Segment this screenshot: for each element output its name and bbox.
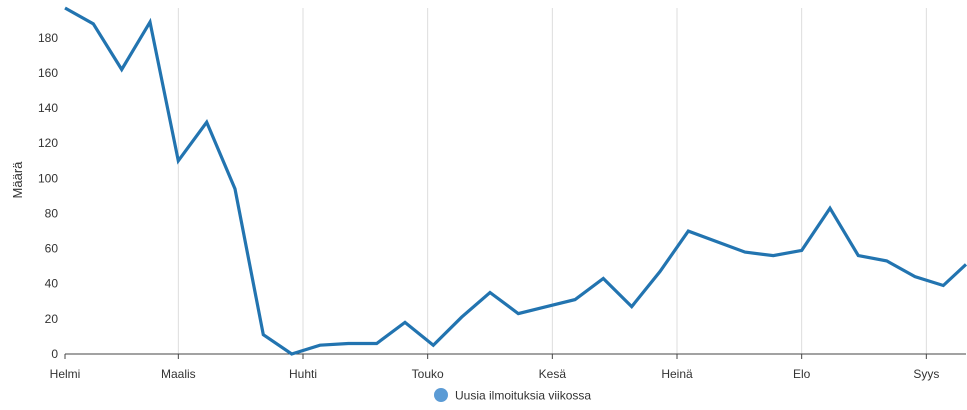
- x-tick-label: Syys: [913, 367, 939, 381]
- y-tick-label: 120: [38, 136, 58, 150]
- grid-layer: [177, 8, 927, 354]
- x-tick-label: Huhti: [289, 367, 317, 381]
- series-line: [64, 6, 967, 356]
- x-tick-label: Touko: [412, 367, 444, 381]
- legend-label: Uusia ilmoituksia viikossa: [455, 389, 591, 403]
- y-tick-label: 20: [45, 312, 59, 326]
- legend[interactable]: Uusia ilmoituksia viikossa: [434, 388, 591, 403]
- x-tick-label: Elo: [793, 367, 811, 381]
- x-tick-label: Heinä: [661, 367, 693, 381]
- y-tick-label: 60: [45, 242, 59, 256]
- y-tick-label: 100: [38, 171, 58, 185]
- series-layer: [64, 6, 967, 356]
- y-tick-label: 40: [45, 277, 59, 291]
- y-tick-label: 0: [51, 347, 58, 361]
- x-tick-label: Helmi: [50, 367, 81, 381]
- y-axis-label: Määrä: [10, 161, 25, 199]
- y-tick-label: 140: [38, 101, 58, 115]
- legend-marker: [434, 388, 448, 402]
- y-tick-label: 80: [45, 206, 59, 220]
- x-tick-label: Maalis: [161, 367, 196, 381]
- x-tick-label: Kesä: [539, 367, 567, 381]
- y-tick-label: 160: [38, 66, 58, 80]
- y-tick-label: 180: [38, 31, 58, 45]
- axis-layer: Helmi Maalis Huhti Touko Kesä Heinä Elo Syys 0 20…: [38, 31, 966, 381]
